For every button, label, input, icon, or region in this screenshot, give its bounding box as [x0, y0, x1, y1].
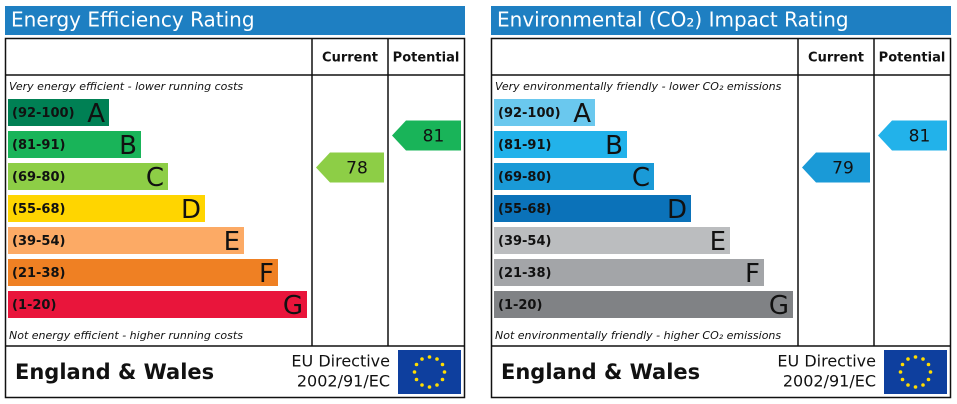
eu-star	[900, 377, 905, 382]
band-letter: F	[259, 259, 274, 289]
band-letter: G	[769, 291, 789, 321]
rating-value: 78	[346, 159, 368, 179]
eu-star	[898, 370, 903, 374]
band-bar	[494, 131, 627, 158]
panel-frame	[490, 37, 952, 399]
eu-star	[926, 362, 931, 367]
band-range: (92-100)	[498, 106, 561, 121]
column-header: Current	[322, 51, 378, 66]
band-letter: E	[224, 227, 240, 257]
rating-panel: Energy Efficiency Rating Current Potential…	[4, 6, 466, 399]
eu-star	[906, 357, 910, 361]
eu-star	[435, 383, 439, 387]
eu-star	[420, 383, 424, 387]
directive: EU Directive	[777, 352, 876, 371]
rating-arrow	[392, 120, 461, 151]
band-letter: C	[146, 163, 164, 193]
band-range: (81-91)	[12, 138, 65, 153]
band-range: (21-38)	[498, 266, 551, 281]
title-bar	[5, 6, 465, 35]
eu-star	[435, 357, 439, 361]
eu-star	[913, 385, 918, 389]
directive: 2002/91/EC	[297, 372, 390, 391]
band-bar	[8, 131, 141, 158]
band-letter: E	[710, 227, 726, 257]
band-range: (55-68)	[12, 202, 65, 217]
band-letter: D	[181, 195, 201, 225]
column-header: Current	[808, 51, 864, 66]
eu-star	[420, 357, 424, 361]
band-bar	[8, 163, 168, 190]
band-letter: D	[667, 195, 687, 225]
band-bar	[494, 227, 730, 254]
band-letter: B	[119, 131, 137, 161]
eu-star	[906, 383, 910, 387]
rating-value: 81	[423, 127, 445, 147]
eu-star	[921, 357, 925, 361]
band-range: (92-100)	[12, 106, 75, 121]
band-range: (1-20)	[498, 298, 542, 313]
band-bar	[494, 99, 595, 126]
bottom-note: Not environmentally friendly - higher CO…	[495, 329, 781, 342]
eu-star	[928, 370, 933, 374]
rating-arrow	[878, 120, 947, 151]
eu-star	[427, 385, 432, 389]
bottom-note: Not energy efficient - higher running co…	[9, 329, 243, 342]
rating-value: 79	[832, 159, 854, 179]
eu-star	[414, 362, 419, 367]
band-bar	[8, 195, 205, 222]
band-range: (55-68)	[498, 202, 551, 217]
eu-star	[412, 370, 417, 374]
band-letter: G	[283, 291, 303, 321]
band-bar	[494, 259, 764, 286]
band-range: (21-38)	[12, 266, 65, 281]
directive: 2002/91/EC	[783, 372, 876, 391]
band-letter: A	[87, 99, 105, 129]
top-note: Very energy efficient - lower running co…	[9, 80, 243, 93]
eu-star	[427, 355, 432, 359]
band-range: (1-20)	[12, 298, 56, 313]
band-bar	[494, 163, 654, 190]
top-note: Very environmentally friendly - lower CO…	[495, 80, 782, 93]
eu-star	[442, 370, 447, 374]
eu-star	[926, 377, 931, 382]
rating-panel: Environmental (CO₂) Impact Rating Current…	[490, 6, 952, 399]
eu-star	[921, 383, 925, 387]
band-bar	[8, 291, 307, 318]
band-range: (39-54)	[12, 234, 65, 249]
column-header: Potential	[879, 51, 946, 66]
panel-frame	[4, 37, 466, 399]
band-letter: B	[605, 131, 623, 161]
band-bar	[494, 291, 793, 318]
panel-title: Environmental (CO₂) Impact Rating	[497, 8, 849, 32]
eu-star	[900, 362, 905, 367]
band-bar	[8, 259, 278, 286]
band-range: (81-91)	[498, 138, 551, 153]
band-letter: C	[632, 163, 650, 193]
region: England & Wales	[501, 360, 700, 384]
band-letter: F	[745, 259, 760, 289]
title-bar	[491, 6, 951, 35]
band-bar	[8, 99, 109, 126]
band-bar	[8, 227, 244, 254]
rating-value: 81	[909, 127, 931, 147]
band-range: (69-80)	[12, 170, 65, 185]
directive: EU Directive	[291, 352, 390, 371]
eu-star	[440, 377, 445, 382]
band-bar	[494, 195, 691, 222]
column-header: Potential	[393, 51, 460, 66]
panel-title: Energy Efficiency Rating	[11, 8, 255, 32]
eu-star	[913, 355, 918, 359]
eu-star	[414, 377, 419, 382]
band-range: (69-80)	[498, 170, 551, 185]
eu-star	[440, 362, 445, 367]
rating-arrow	[802, 152, 870, 183]
region: England & Wales	[15, 360, 214, 384]
band-letter: A	[573, 99, 591, 129]
band-range: (39-54)	[498, 234, 551, 249]
rating-arrow	[316, 152, 384, 183]
